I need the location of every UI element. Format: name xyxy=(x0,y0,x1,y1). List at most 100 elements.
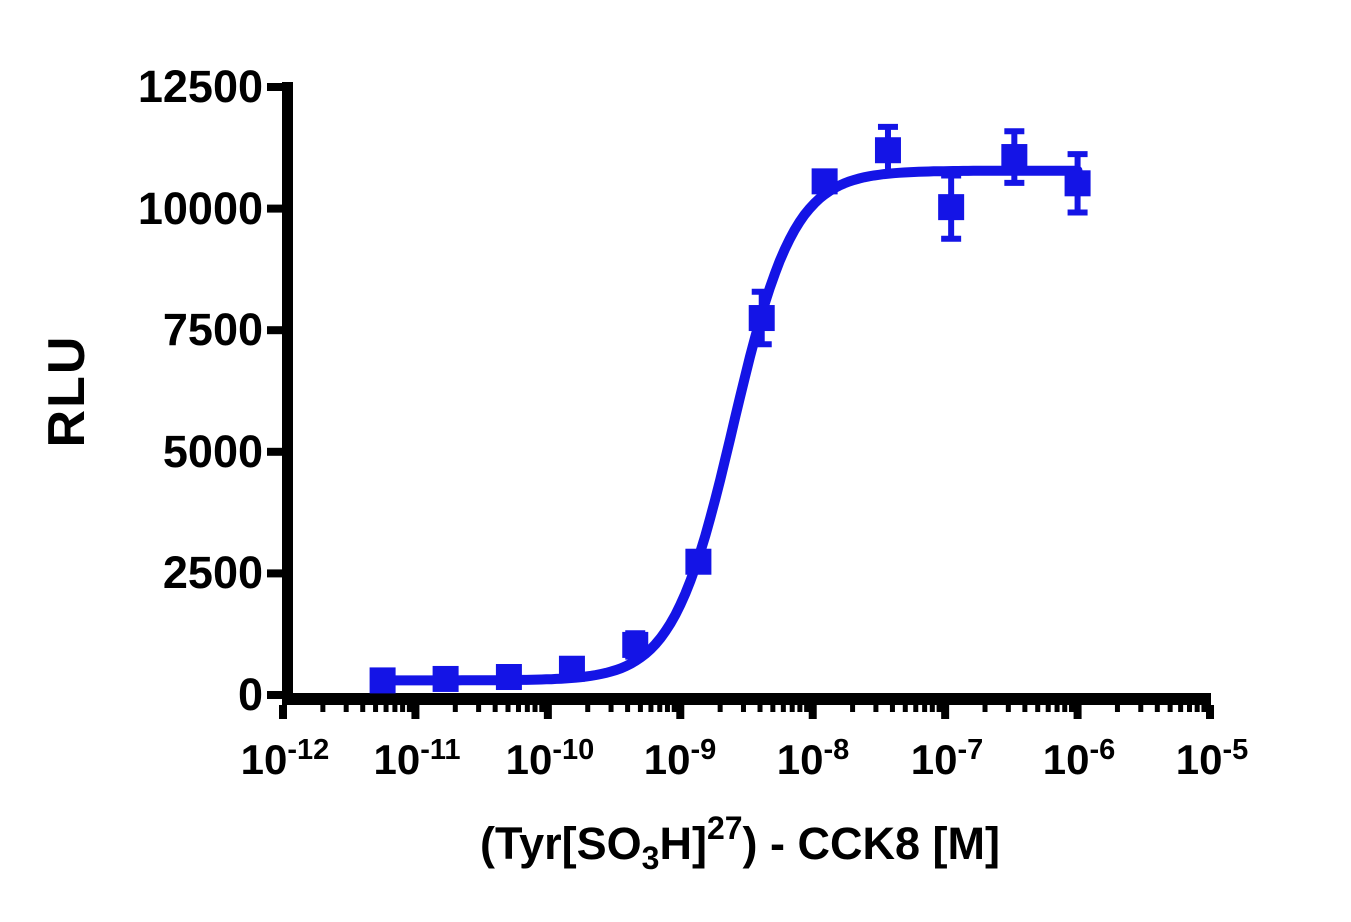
x-axis-minor-tick xyxy=(657,705,663,712)
y-tick-label-0: 0 xyxy=(237,669,263,720)
x-axis-minor-tick xyxy=(360,705,366,712)
x-axis-minor-tick xyxy=(648,705,654,712)
y-tick-label-10000: 10000 xyxy=(137,183,263,234)
x-axis-minor-tick xyxy=(789,705,795,712)
x-axis-minor-tick xyxy=(936,705,942,712)
x-axis-minor-tick xyxy=(797,705,803,712)
x-axis-major-tick xyxy=(279,705,287,719)
x-tick-label-1e-6: 10-6 xyxy=(1043,727,1116,783)
x-axis-major-tick xyxy=(1206,705,1215,719)
x-axis-minor-tick xyxy=(1167,705,1173,712)
x-axis-title-pre: (Tyr[SO xyxy=(479,818,642,869)
x-axis-minor-tick xyxy=(671,705,677,712)
x-axis-minor-tick xyxy=(343,705,349,712)
x-axis-minor-tick xyxy=(524,705,530,712)
x-axis-minor-tick xyxy=(850,705,856,712)
data-point-marker xyxy=(874,137,901,164)
y-axis-title: RLU xyxy=(38,334,96,448)
x-axis-minor-tick xyxy=(476,705,482,712)
x-tick-base: 10 xyxy=(1175,736,1223,783)
x-axis-minor-tick xyxy=(664,705,670,712)
x-axis-minor-tick xyxy=(1138,705,1144,712)
y-tick-label-7500: 7500 xyxy=(162,304,263,355)
x-axis-minor-tick xyxy=(452,705,458,712)
y-axis-tick xyxy=(267,569,282,578)
x-axis-title-superscript: 27 xyxy=(706,810,743,846)
data-point-marker xyxy=(495,664,522,691)
x-axis-minor-tick xyxy=(515,705,521,712)
x-axis-minor-tick xyxy=(1062,705,1068,712)
x-axis-title: (Tyr[SO3H]27) - CCK8 [M] xyxy=(480,800,1000,886)
data-point-marker xyxy=(748,305,775,332)
x-axis-major-tick xyxy=(411,705,420,719)
y-tick-label-12500: 12500 xyxy=(137,61,263,112)
data-point-marker xyxy=(811,168,838,195)
x-tick-base: 10 xyxy=(373,736,421,783)
x-axis-title-post: ) - CCK8 [M] xyxy=(742,818,1001,869)
x-tick-base: 10 xyxy=(910,736,958,783)
x-tick-label-1e-11: 10-11 xyxy=(373,727,460,783)
x-axis-minor-tick xyxy=(392,705,398,712)
x-tick-label-1e-5: 10-5 xyxy=(1176,727,1249,783)
x-axis-minor-tick xyxy=(1035,705,1041,712)
x-tick-label-1e-12: 10-12 xyxy=(241,727,330,783)
y-axis-tick xyxy=(267,691,282,699)
x-axis-major-tick xyxy=(1073,705,1082,719)
x-axis-minor-tick xyxy=(757,705,763,712)
x-axis-minor-tick xyxy=(383,705,389,712)
x-axis-major-tick xyxy=(676,705,685,719)
x-axis-title-subscript: 3 xyxy=(641,840,660,876)
fit-curve xyxy=(377,165,1083,686)
x-tick-base: 10 xyxy=(505,736,553,783)
data-point-marker xyxy=(432,665,459,692)
data-point-marker xyxy=(622,631,649,658)
y-axis-line xyxy=(282,82,293,705)
x-axis-minor-tick xyxy=(913,705,919,712)
x-tick-label-1e-7: 10-7 xyxy=(911,727,984,783)
x-axis-minor-tick xyxy=(1054,705,1060,712)
y-tick-label-5000: 5000 xyxy=(162,426,263,477)
x-axis-minor-tick xyxy=(1154,705,1160,712)
x-axis-minor-tick xyxy=(873,705,879,712)
data-point-marker xyxy=(1064,170,1091,197)
x-axis-minor-tick xyxy=(922,705,928,712)
x-tick-exponent: -8 xyxy=(823,734,850,766)
x-axis-minor-tick xyxy=(902,705,908,712)
y-tick-label-2500: 2500 xyxy=(162,547,263,598)
x-axis-minor-tick xyxy=(320,705,326,712)
x-axis-major-tick xyxy=(543,705,552,719)
y-axis-tick xyxy=(267,204,282,213)
x-axis-major-tick xyxy=(941,705,950,719)
x-axis-minor-tick xyxy=(1114,705,1120,712)
x-axis-minor-tick xyxy=(1178,705,1184,712)
x-axis-minor-tick xyxy=(539,705,545,712)
x-axis-minor-tick xyxy=(780,705,786,712)
x-tick-exponent: -10 xyxy=(552,734,595,766)
data-point-marker xyxy=(558,655,585,682)
y-axis-tick xyxy=(267,83,282,91)
x-axis-minor-tick xyxy=(492,705,498,712)
x-axis-minor-tick xyxy=(505,705,511,712)
x-axis-minor-tick xyxy=(1186,705,1192,712)
data-point-marker xyxy=(1001,144,1028,171)
x-axis-minor-tick xyxy=(625,705,631,712)
x-tick-label-1e-8: 10-8 xyxy=(777,727,850,783)
x-tick-exponent: -12 xyxy=(287,734,330,766)
x-axis-minor-tick xyxy=(740,705,746,712)
x-axis-minor-tick xyxy=(1201,705,1207,712)
x-axis-minor-tick xyxy=(608,705,614,712)
x-tick-label-1e-9: 10-9 xyxy=(644,727,717,783)
x-tick-base: 10 xyxy=(240,736,288,783)
data-point-marker xyxy=(369,667,396,694)
x-tick-exponent: -5 xyxy=(1222,734,1249,766)
x-tick-exponent: -11 xyxy=(420,734,461,766)
x-axis-minor-tick xyxy=(406,705,412,712)
x-axis-line xyxy=(282,693,1211,705)
x-tick-label-1e-10: 10-10 xyxy=(506,727,595,783)
x-axis-title-mid: H] xyxy=(659,818,707,869)
x-axis-major-tick xyxy=(808,705,817,719)
x-axis-minor-tick xyxy=(373,705,379,712)
x-axis-minor-tick xyxy=(1022,705,1028,712)
